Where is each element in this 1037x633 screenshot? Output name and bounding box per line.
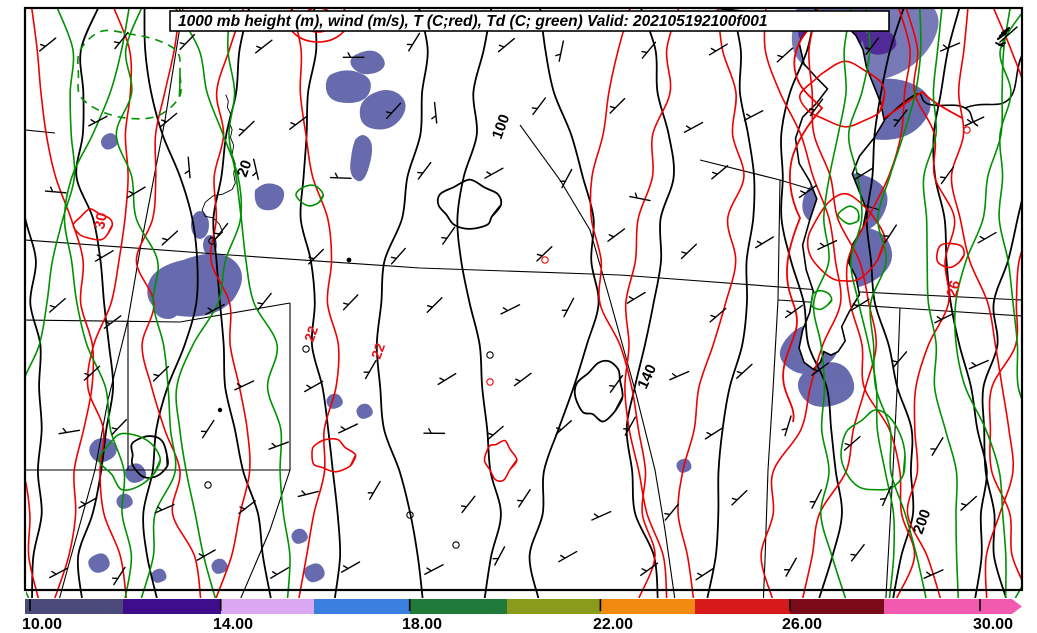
svg-text:10.00: 10.00 — [22, 616, 62, 633]
svg-text:30: 30 — [91, 211, 111, 230]
svg-text:30.00: 30.00 — [973, 616, 1013, 633]
svg-text:26.00: 26.00 — [782, 616, 822, 633]
svg-text:18.00: 18.00 — [402, 616, 442, 633]
svg-text:14.00: 14.00 — [213, 616, 253, 633]
svg-text:22.00: 22.00 — [593, 616, 633, 633]
svg-text:1000 mb height (m), wind (m/s): 1000 mb height (m), wind (m/s), T (C;red… — [178, 13, 767, 30]
